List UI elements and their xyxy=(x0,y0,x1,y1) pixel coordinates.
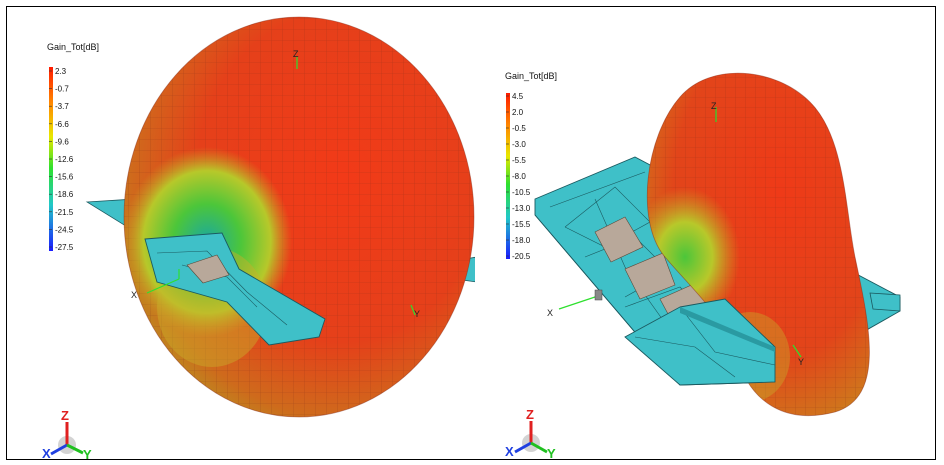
left-triad-z: Z xyxy=(61,408,69,423)
left-triad-x: X xyxy=(42,446,51,459)
left-legend-tick-label: -0.7 xyxy=(55,85,69,94)
right-triad-y: Y xyxy=(547,446,556,459)
right-legend-tick-label: -5.5 xyxy=(512,156,526,165)
right-pattern-svg: Gain_Tot[dB] 4.5 2.0 -0.5 -3.0 -5.5 -8.0 -10.5… xyxy=(505,71,901,459)
left-legend: Gain_Tot[dB] 2.3 -0.7 -3.7 -6.6 -9.6 -12.6 -15… xyxy=(47,42,99,252)
right-legend-tick-label: -3.0 xyxy=(512,140,526,149)
right-legend-tick-label: -20.5 xyxy=(512,252,531,261)
right-legend: Gain_Tot[dB] 4.5 2.0 -0.5 -3.0 -5.5 -8.0 -10.5… xyxy=(505,71,557,261)
left-legend-tick-label: 2.3 xyxy=(55,67,67,76)
left-legend-tick-label: -15.6 xyxy=(55,173,74,182)
right-legend-tick-label: 4.5 xyxy=(512,92,524,101)
left-triad-y: Y xyxy=(83,447,92,459)
left-legend-tick-label: -9.6 xyxy=(55,137,69,146)
right-legend-tick-label: -13.0 xyxy=(512,204,531,213)
left-legend-tick-label: -18.6 xyxy=(55,190,74,199)
right-legend-tick-label: -15.5 xyxy=(512,220,531,229)
right-pattern-panel: Gain_Tot[dB] 4.5 2.0 -0.5 -3.0 -5.5 -8.0 -10.5… xyxy=(475,7,935,459)
left-legend-tick-label: -3.7 xyxy=(55,102,69,111)
right-legend-tick-label: 2.0 xyxy=(512,108,524,117)
right-axis-x-label: X xyxy=(547,308,553,318)
left-legend-ticks: 2.3 -0.7 -3.7 -6.6 -9.6 -12.6 -15.6 -18.6 -21.5 -… xyxy=(49,67,74,252)
right-legend-tick-label: -0.5 xyxy=(512,124,526,133)
left-legend-tick-label: -27.5 xyxy=(55,243,74,252)
right-axis-z-label: Z xyxy=(711,101,717,111)
left-axes: X Y Z xyxy=(131,49,420,319)
left-substrate-front xyxy=(144,232,326,346)
left-feed-pad xyxy=(186,254,230,284)
right-triad-x: X xyxy=(505,444,514,459)
left-legend-tick-label: -21.5 xyxy=(55,208,74,217)
right-triad-z: Z xyxy=(526,407,534,422)
left-axis-z-label: Z xyxy=(293,49,299,59)
left-legend-title: Gain_Tot[dB] xyxy=(47,42,99,52)
right-legend-title: Gain_Tot[dB] xyxy=(505,71,557,81)
left-pattern-panel: Gain_Tot[dB] 2.3 -0.7 -3.7 -6.6 -9.6 -12.6 -15… xyxy=(7,7,475,459)
figure-frame: Gain_Tot[dB] 2.3 -0.7 -3.7 -6.6 -9.6 -12.6 -15… xyxy=(6,6,936,460)
left-legend-tick-label: -6.6 xyxy=(55,120,69,129)
left-legend-tick-label: -24.5 xyxy=(55,225,74,234)
left-legend-tick-label: -12.6 xyxy=(55,155,74,164)
left-radiation-lobe xyxy=(123,16,475,418)
right-pad-a xyxy=(594,216,644,263)
left-axis-x-label: X xyxy=(131,290,137,300)
right-legend-ticks: 4.5 2.0 -0.5 -3.0 -5.5 -8.0 -10.5 -13.0 -15.5 -18… xyxy=(506,92,531,261)
left-axis-y-label: Y xyxy=(414,309,420,319)
right-pad-b xyxy=(624,252,676,300)
right-legend-tick-label: -8.0 xyxy=(512,172,526,181)
left-orientation-triad: Z X Y xyxy=(42,408,92,459)
right-legend-tick-label: -18.0 xyxy=(512,236,531,245)
right-axis-y-label: Y xyxy=(798,357,804,367)
left-pattern-svg: Gain_Tot[dB] 2.3 -0.7 -3.7 -6.6 -9.6 -12.6 -15… xyxy=(42,16,475,459)
right-axes: X Y Z xyxy=(547,101,804,367)
right-legend-tick-label: -10.5 xyxy=(512,188,531,197)
right-orientation-triad: Z X Y xyxy=(505,407,556,459)
right-substrate-front xyxy=(624,298,776,386)
